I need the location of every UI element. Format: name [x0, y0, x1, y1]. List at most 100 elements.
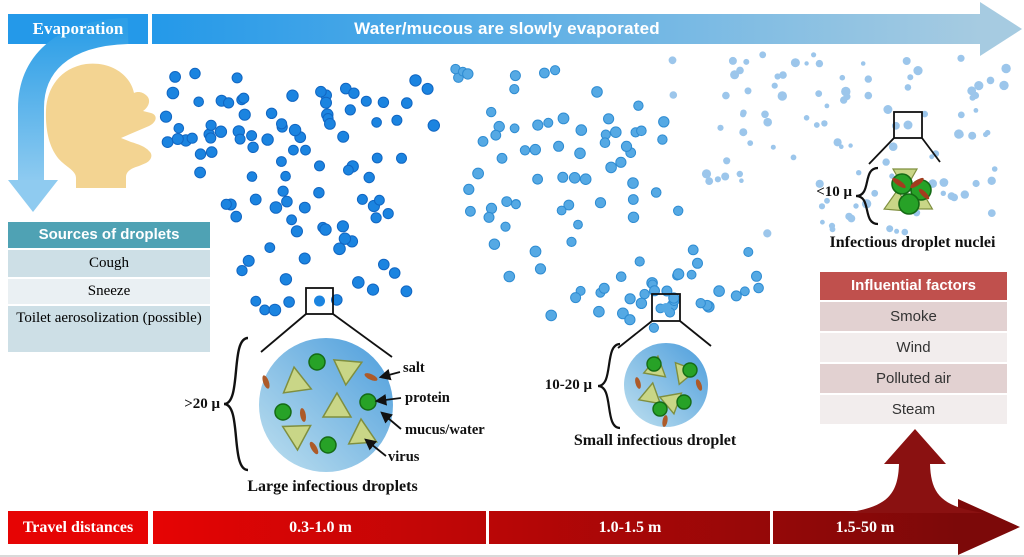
protein-dots [274, 353, 377, 454]
droplet-dot [811, 52, 817, 58]
droplet-dot [496, 152, 508, 164]
droplet-dot [348, 87, 360, 99]
component-label-mucus-water: mucus/water [405, 422, 485, 438]
droplet-dot [894, 228, 900, 234]
droplet-dot [336, 220, 349, 233]
droplet-dot [557, 112, 570, 125]
droplet-dot [913, 66, 923, 76]
droplet-dot [205, 146, 218, 158]
droplet-dot [371, 152, 383, 164]
droplet-dot [360, 95, 372, 107]
droplet-dot [246, 130, 258, 142]
droplet-dot [280, 170, 291, 182]
droplet-dot [462, 68, 474, 80]
droplet-dot [763, 229, 772, 238]
droplet-dot [500, 221, 511, 232]
droplet-dot [242, 254, 255, 267]
droplet-dot [615, 271, 627, 283]
droplet-dot [279, 273, 293, 286]
droplet-dot [352, 276, 365, 289]
droplet-dot [574, 147, 586, 160]
droplet-dot [610, 126, 622, 138]
droplet-dot [779, 71, 787, 79]
droplet-dot [984, 129, 991, 136]
droplet-dot [987, 209, 996, 218]
droplet-dot [972, 179, 980, 188]
droplet-dot [366, 283, 380, 296]
droplet-dot [236, 265, 248, 277]
droplet-dot [371, 117, 382, 128]
droplet-dot [276, 118, 288, 130]
droplet-dot [511, 199, 521, 210]
droplet-dot [343, 164, 354, 176]
droplet-dot [657, 134, 668, 145]
droplet-dot [705, 177, 714, 186]
droplet-dot [556, 205, 567, 216]
droplet-dot [714, 176, 722, 183]
droplet-dot [739, 128, 748, 137]
droplet-dot [401, 97, 413, 109]
evaporation-down-arrow-shape [8, 18, 129, 212]
droplet-dot [820, 219, 825, 225]
evaporation-flow-arrow-shape [8, 2, 1022, 56]
droplet-dot [283, 296, 295, 308]
droplet-dot [503, 270, 516, 283]
droplet-dot [261, 133, 274, 146]
droplet-dot [840, 96, 848, 104]
droplet-dot [159, 110, 173, 123]
droplet-dot [286, 89, 299, 102]
droplet-dot [967, 86, 977, 96]
droplet-dot [774, 73, 781, 80]
droplet-dot [763, 117, 772, 127]
droplet-dot [319, 223, 332, 236]
nuclei-cluster-illustration [855, 166, 934, 226]
brace-nuclei [855, 166, 879, 226]
droplet-dot [901, 228, 909, 236]
droplet-dot [1001, 63, 1011, 74]
droplet-dot [991, 166, 998, 172]
droplet-dot [290, 225, 303, 238]
droplet-dot [421, 82, 434, 95]
droplet-dot [759, 51, 767, 59]
droplet-dot [250, 295, 262, 307]
droplet-dot [864, 75, 872, 83]
droplet-dot [730, 290, 742, 302]
droplet-dot [721, 172, 730, 181]
salt-particles-small [635, 377, 703, 427]
droplet-dot [634, 256, 645, 267]
droplet-dot [743, 247, 754, 257]
droplet-dot [617, 307, 629, 320]
droplet-dot [269, 201, 283, 214]
size-label-small: 10-20 μ [544, 377, 592, 393]
droplet-dot [575, 124, 588, 136]
droplet-dot [605, 161, 617, 174]
droplet-dot [848, 143, 853, 148]
droplet-dot [599, 137, 611, 148]
droplet-dot [488, 238, 501, 250]
droplet-dot [722, 91, 730, 100]
droplet-dot [593, 305, 605, 318]
droplet-dot [740, 109, 747, 116]
droplet-dot [635, 297, 648, 309]
droplet-dot [223, 97, 235, 109]
droplet-dot [370, 212, 382, 224]
droplet-dot [276, 156, 287, 167]
droplet-dot [356, 193, 368, 205]
large-droplet-illustration [223, 336, 393, 472]
droplet-dot [553, 140, 565, 152]
droplet-dot [486, 106, 497, 118]
droplet-dot [382, 208, 394, 220]
droplet-dot [288, 144, 299, 156]
droplet-dot [658, 116, 670, 128]
droplet-dot [543, 117, 554, 128]
droplet-dot [686, 269, 697, 280]
sources-row-cough: Cough [8, 250, 210, 277]
droplet-dot [550, 65, 561, 76]
droplet-dot [648, 322, 660, 333]
droplet-dot [761, 110, 769, 119]
droplet-dot [939, 178, 949, 187]
droplet-dot [388, 267, 401, 279]
droplet-dot [856, 170, 862, 176]
droplet-dot [313, 187, 325, 199]
